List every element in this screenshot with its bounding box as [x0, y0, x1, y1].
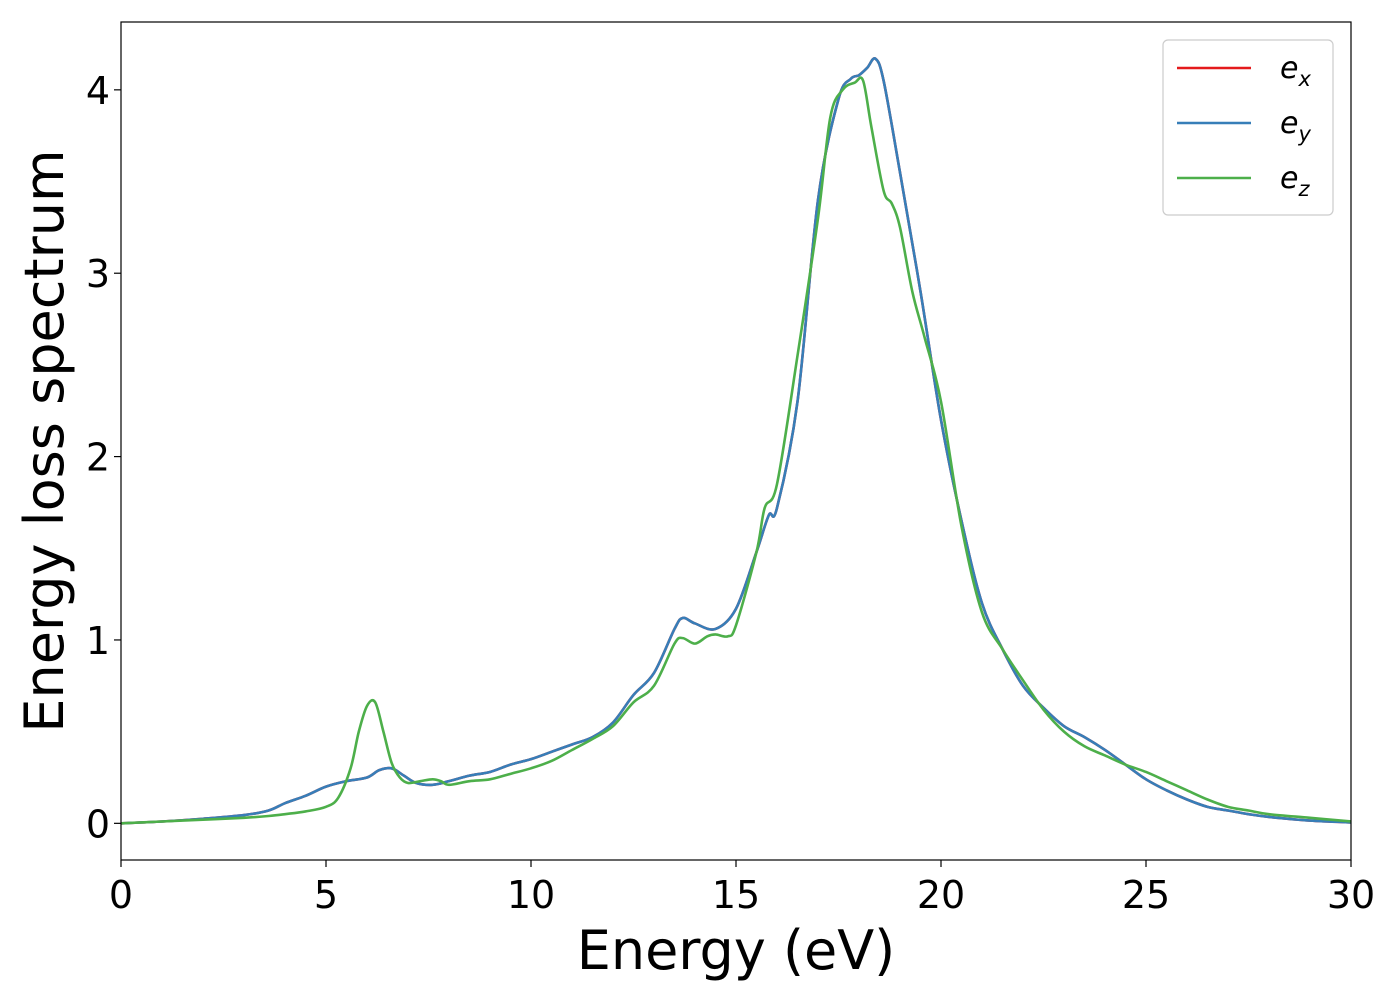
legend-label-e_z: ez [1280, 161, 1310, 201]
x-axis-ticks: 0 5 10 15 20 25 30 [109, 860, 1375, 917]
x-tick-label: 10 [507, 873, 555, 917]
x-tick-label: 15 [712, 873, 760, 917]
x-tick-label: 5 [314, 873, 338, 917]
x-tick-label: 30 [1327, 873, 1375, 917]
y-tick-label: 1 [86, 619, 110, 663]
series-line-e_z [121, 76, 1351, 825]
y-tick-label: 2 [86, 436, 110, 480]
x-tick-label: 25 [1122, 873, 1170, 917]
y-tick-label: 0 [86, 802, 110, 846]
legend-label-e_y: ey [1280, 106, 1311, 146]
y-tick-label: 4 [86, 69, 110, 113]
legend-frame [1162, 39, 1334, 216]
y-axis-title: Energy loss spectrum [13, 149, 76, 732]
x-tick-label: 0 [109, 873, 133, 917]
plot-lines [121, 57, 1351, 825]
legend-label-e_x: ex [1280, 51, 1311, 91]
legend: ex ey ez [1162, 39, 1334, 216]
series-line-e_y [121, 57, 1351, 825]
y-tick-label: 3 [86, 252, 110, 296]
x-tick-label: 20 [917, 873, 965, 917]
y-axis-ticks: 0 1 2 3 4 [86, 69, 121, 846]
x-axis-title: Energy (eV) [577, 919, 896, 982]
